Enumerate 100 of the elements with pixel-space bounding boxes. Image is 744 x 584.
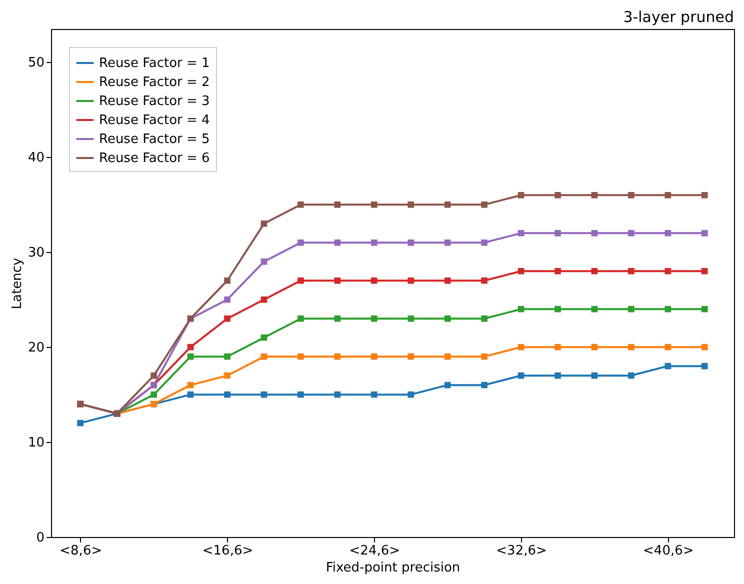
point	[481, 315, 488, 322]
legend-label: Reuse Factor = 6	[99, 151, 210, 166]
point	[408, 315, 414, 322]
point	[444, 382, 451, 388]
point	[591, 372, 598, 379]
x-tick-label: <16,6>	[202, 544, 254, 558]
point	[701, 306, 708, 312]
point	[408, 391, 414, 398]
y-tick-label: 50	[28, 56, 44, 71]
point	[591, 268, 598, 274]
point	[408, 202, 414, 208]
point	[260, 391, 268, 398]
point	[444, 202, 451, 208]
point	[260, 258, 268, 265]
point	[518, 306, 524, 312]
point	[408, 239, 414, 246]
point	[518, 230, 524, 236]
point	[408, 277, 414, 284]
point	[150, 372, 157, 379]
point	[628, 230, 634, 236]
point	[701, 268, 708, 274]
point	[481, 277, 488, 284]
point	[591, 230, 598, 236]
point	[628, 192, 634, 198]
point	[77, 420, 84, 426]
point	[260, 334, 268, 341]
point	[298, 315, 304, 322]
point	[628, 306, 634, 312]
point	[260, 296, 268, 303]
point	[224, 353, 230, 360]
point	[444, 239, 451, 246]
point	[701, 230, 708, 236]
point	[224, 372, 230, 379]
point	[664, 230, 672, 236]
point	[518, 344, 524, 350]
point	[701, 192, 708, 198]
point	[224, 391, 230, 398]
point	[591, 344, 598, 350]
point	[628, 372, 634, 379]
x-axis-title: Fixed-point precision	[326, 560, 460, 576]
point	[481, 202, 488, 208]
y-axis-title: Latency	[10, 258, 25, 310]
point	[370, 391, 378, 398]
y-tick-label: 20	[28, 340, 44, 356]
point	[481, 239, 488, 246]
x-tick-label: <24,6>	[349, 544, 400, 558]
point	[554, 372, 561, 379]
point	[370, 202, 378, 208]
chart-title: 3-layer pruned	[623, 8, 734, 26]
point	[554, 192, 561, 198]
point	[518, 268, 524, 274]
point	[481, 382, 488, 388]
point	[334, 239, 341, 246]
point	[554, 344, 561, 350]
point	[260, 220, 268, 227]
y-tick-label: 0	[36, 530, 44, 546]
legend-label: Reuse Factor = 4	[99, 113, 210, 128]
point	[554, 268, 561, 274]
legend-label: Reuse Factor = 2	[99, 75, 210, 90]
y-tick-label: 10	[28, 436, 44, 451]
legend-label: Reuse Factor = 3	[99, 94, 210, 109]
x-tick-label: <40,6>	[643, 544, 694, 558]
point	[701, 344, 708, 350]
point	[408, 353, 414, 360]
point	[370, 353, 378, 360]
y-tick-label: 30	[28, 246, 44, 261]
point	[591, 306, 598, 312]
point	[334, 353, 341, 360]
point	[554, 306, 561, 312]
legend-label: Reuse Factor = 5	[99, 132, 210, 147]
point	[298, 202, 304, 208]
point	[334, 202, 341, 208]
point	[187, 391, 194, 398]
point	[334, 315, 341, 322]
point	[370, 315, 378, 322]
point	[260, 353, 268, 360]
point	[370, 239, 378, 246]
point	[701, 362, 708, 370]
point	[554, 230, 561, 236]
y-tick-label: 40	[28, 150, 44, 166]
point	[224, 315, 230, 322]
point	[444, 277, 451, 284]
x-tick-label: <32,6>	[496, 544, 547, 558]
point	[334, 277, 341, 284]
point	[187, 344, 194, 350]
point	[298, 277, 304, 284]
point	[664, 344, 672, 350]
point	[664, 362, 672, 370]
point	[481, 353, 488, 360]
point	[444, 315, 451, 322]
x-tick-label: <8,6>	[60, 544, 102, 558]
point	[224, 277, 230, 284]
point	[187, 353, 194, 360]
point	[298, 391, 304, 398]
point	[150, 391, 157, 398]
point	[298, 353, 304, 360]
point	[334, 391, 341, 398]
point	[444, 353, 451, 360]
point	[664, 192, 672, 198]
point	[664, 306, 672, 312]
